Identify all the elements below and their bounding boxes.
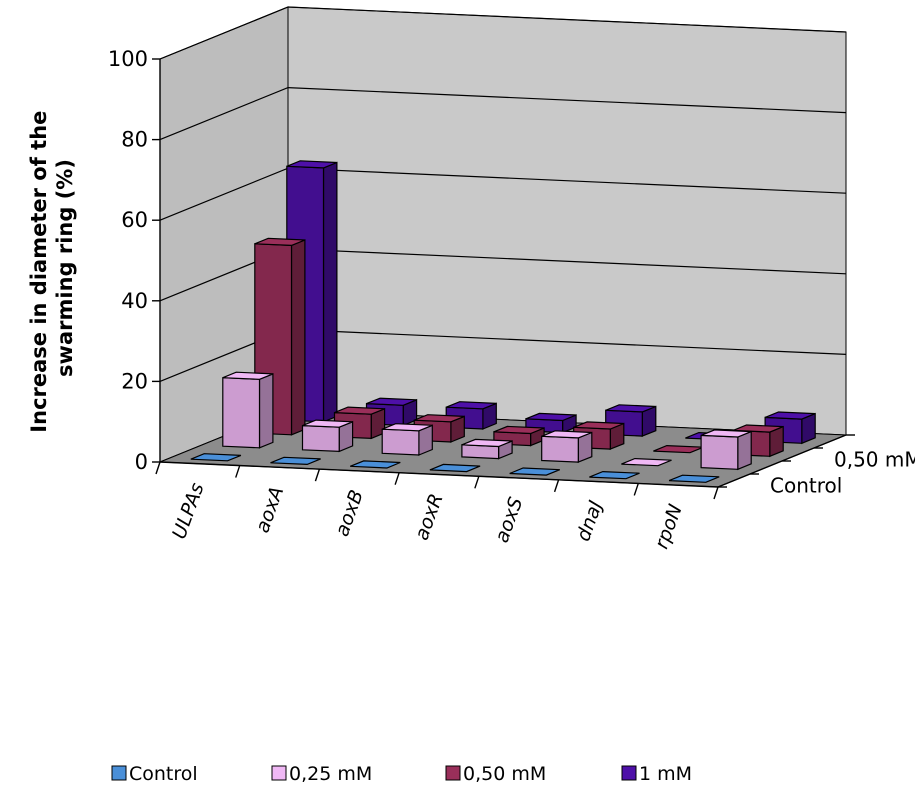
bar-control-aoxr: [429, 463, 481, 473]
y-axis-label: Increase in diameter of the swarming rin…: [27, 103, 77, 432]
bar-0-25-mm-ulpas: [222, 371, 274, 449]
legend-label: 1 mM: [639, 763, 692, 785]
back-wall: [287, 6, 847, 436]
bar-control-aoxa: [270, 456, 321, 466]
x-axis: [159, 461, 719, 488]
bar-0-50-mm-aoxr: [493, 425, 545, 447]
bar-0-25-mm-rpon: [700, 429, 752, 471]
y-tick-label: 0: [135, 450, 148, 474]
y-tick-labels: 0 20 40 60 80 100: [108, 47, 148, 474]
legend-label: 0,25 mM: [289, 763, 372, 785]
y-tick-label: 20: [121, 369, 148, 393]
bar-0-25-mm-dnaj: [621, 457, 672, 467]
bar-0-50-mm-ulpas: [254, 237, 306, 436]
bar-0-25-mm-aoxs: [541, 430, 593, 463]
legend-label: 0,50 mM: [463, 763, 546, 785]
legend: Control 0,25 mM 0,50 mM 1 mM: [111, 763, 692, 785]
depth-label: Control: [770, 474, 842, 498]
x-tick-label: aoxA: [251, 484, 288, 536]
legend-label: Control: [129, 763, 198, 785]
legend-swatch: [271, 765, 287, 781]
x-tick: [713, 486, 719, 500]
bar-control-dnaj: [589, 470, 640, 480]
x-tick: [474, 476, 480, 489]
axes: [152, 58, 855, 500]
y-tick-label: 40: [121, 289, 148, 313]
y-tick-label: 80: [121, 128, 148, 152]
legend-item: Control: [111, 763, 198, 785]
y-tick-label: 100: [108, 47, 148, 71]
x-tick: [633, 483, 639, 496]
legend-item: 0,25 mM: [271, 763, 372, 785]
legend-item: 1 mM: [621, 763, 692, 785]
legend-swatch: [111, 765, 127, 781]
bars: [190, 160, 816, 483]
x-tick: [394, 472, 400, 485]
x-tick: [155, 461, 161, 475]
x-tick-label: dnaJ: [572, 497, 607, 544]
x-tick: [553, 479, 560, 493]
gridline: [159, 6, 847, 60]
bar-0-25-mm-aoxa: [301, 419, 354, 453]
bar-control-ulpas: [190, 453, 242, 462]
legend-swatch: [621, 765, 637, 781]
y-tick-label: 60: [121, 208, 148, 232]
x-tick-label: aoxB: [331, 487, 368, 539]
depth-label: 0,50 mM: [834, 448, 915, 472]
legend-swatch: [445, 765, 461, 781]
y-axis-label-line-2: swarming ring (%): [53, 159, 77, 377]
legend-item: 0,50 mM: [445, 763, 546, 785]
x-tick-label: rpoN: [650, 501, 686, 551]
x-tick-label: aoxS: [491, 494, 528, 545]
y-axis-label-line-1: Increase in diameter of the: [27, 111, 51, 433]
bar-control-aoxb: [349, 460, 401, 469]
x-category-labels: ULPAs aoxA aoxB aoxR aoxS dnaJ rpoN: [168, 480, 687, 552]
gridline: [159, 86, 847, 141]
bar-0-25-mm-aoxb: [381, 423, 433, 456]
bar-control-aoxs: [509, 467, 561, 476]
x-tick-label: aoxR: [411, 491, 448, 543]
bar-0-25-mm-aoxr: [461, 438, 513, 460]
x-tick: [235, 465, 241, 478]
x-tick: [314, 468, 321, 482]
x-tick-label: ULPAs: [168, 480, 209, 542]
bar-control-rpon: [668, 474, 720, 483]
